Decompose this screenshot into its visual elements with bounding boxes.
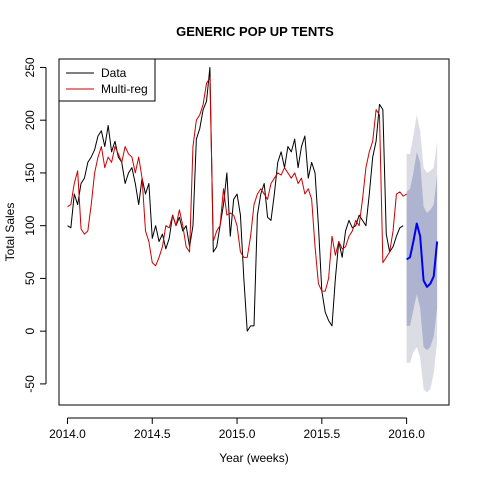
series-lines xyxy=(67,66,439,332)
plot-frame xyxy=(58,58,450,406)
y-tick-label: 150 xyxy=(23,163,37,183)
x-axis: 2014.0 2014.5 2015.0 2015.5 2016.0 xyxy=(49,417,425,441)
series-line-multi-reg xyxy=(67,77,407,292)
x-tick-label: 2014.0 xyxy=(49,427,86,441)
legend-label-data: Data xyxy=(101,66,127,80)
x-tick-label: 2014.5 xyxy=(134,427,171,441)
x-tick-label: 2015.5 xyxy=(303,427,340,441)
series-line-data xyxy=(67,66,404,332)
x-tick-label: 2015.0 xyxy=(219,427,256,441)
legend: Data Multi-reg xyxy=(58,58,156,102)
legend-box xyxy=(58,58,156,102)
y-tick-label: 200 xyxy=(23,110,37,130)
y-tick-label: 100 xyxy=(23,215,37,235)
chart-title: GENERIC POP UP TENTS xyxy=(176,24,334,39)
y-axis-label: Total Sales xyxy=(3,203,17,262)
y-tick-label: 250 xyxy=(23,57,37,77)
legend-label-multireg: Multi-reg xyxy=(101,82,148,96)
x-axis-label: Year (weeks) xyxy=(219,451,289,465)
y-tick-label: -50 xyxy=(23,375,37,393)
y-axis: -50 0 50 100 150 200 250 xyxy=(23,57,47,393)
y-tick-label: 50 xyxy=(23,271,37,285)
x-tick-label: 2016.0 xyxy=(388,427,425,441)
y-tick-label: 0 xyxy=(23,328,37,335)
series-line-forecast-mean xyxy=(406,222,439,288)
